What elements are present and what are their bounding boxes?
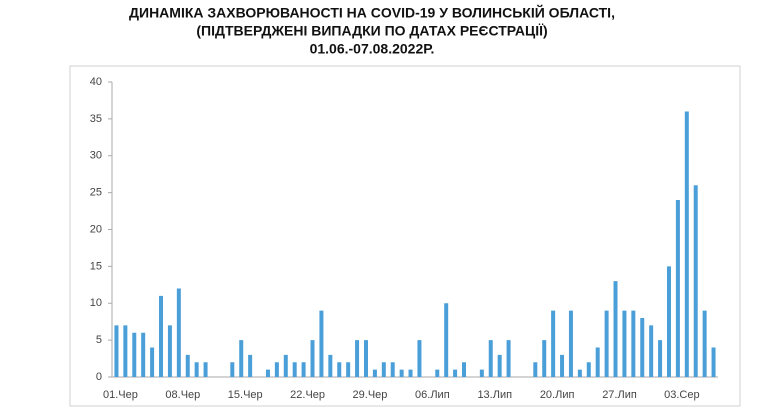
y-tick-label: 20 — [90, 223, 102, 235]
bar — [568, 310, 573, 377]
bar — [551, 310, 556, 377]
bar — [150, 347, 155, 377]
x-tick-label: 29.Чер — [353, 389, 388, 401]
bar — [123, 325, 128, 377]
bar — [328, 354, 333, 377]
bar — [693, 185, 698, 377]
bar — [399, 369, 404, 377]
y-tick-label: 5 — [96, 334, 102, 346]
bar — [649, 325, 654, 377]
x-tick-label: 13.Лип — [477, 389, 512, 401]
bar — [702, 310, 707, 377]
bar — [230, 362, 235, 377]
y-tick-label: 25 — [90, 187, 102, 199]
bar — [319, 310, 324, 377]
bar — [435, 369, 440, 377]
y-tick-label: 30 — [90, 150, 102, 162]
bar — [622, 310, 627, 377]
bar — [265, 369, 270, 377]
bar — [185, 354, 190, 377]
bar — [337, 362, 342, 377]
bar — [159, 295, 164, 377]
bar — [176, 288, 181, 377]
x-tick-label: 03.Сер — [664, 389, 699, 401]
x-tick-label: 06.Лип — [415, 389, 450, 401]
bar — [613, 281, 618, 377]
bar — [604, 310, 609, 377]
bar — [390, 362, 395, 377]
bar — [167, 325, 172, 377]
bar — [640, 318, 645, 377]
y-tick-label: 40 — [90, 76, 102, 88]
bar — [560, 354, 565, 377]
bar — [444, 303, 449, 377]
bar — [711, 347, 716, 377]
bar — [684, 111, 689, 377]
bar — [666, 266, 671, 377]
bar — [497, 354, 502, 377]
chart-title: ДИНАМІКА ЗАХВОРЮВАНОСТІ НА COVID-19 У ВО… — [129, 4, 615, 21]
bar — [274, 362, 279, 377]
bar — [292, 362, 297, 377]
x-tick-label: 22.Чер — [290, 389, 325, 401]
chart-title: (ПІДТВЕРДЖЕНІ ВИПАДКИ ПО ДАТАХ РЕЄСТРАЦІ… — [196, 23, 547, 39]
y-tick-label: 0 — [96, 371, 102, 383]
bar — [408, 369, 413, 377]
x-tick-label: 20.Лип — [540, 389, 575, 401]
bar — [363, 340, 368, 377]
x-tick-label: 15.Чер — [228, 389, 263, 401]
bar — [239, 340, 244, 377]
bar — [301, 362, 306, 377]
bar — [381, 362, 386, 377]
bar — [310, 340, 315, 377]
bar — [631, 310, 636, 377]
bar — [194, 362, 199, 377]
bar — [283, 354, 288, 377]
chart-title: 01.06.-07.08.2022Р. — [310, 41, 435, 57]
bar — [586, 362, 591, 377]
bar — [346, 362, 351, 377]
bar — [417, 340, 422, 377]
y-tick-label: 35 — [90, 113, 102, 125]
bar — [479, 369, 484, 377]
bar — [462, 362, 467, 377]
bar — [675, 200, 680, 377]
y-tick-label: 15 — [90, 260, 102, 272]
bar — [542, 340, 547, 377]
bar — [595, 347, 600, 377]
bar — [577, 369, 582, 377]
bar — [372, 369, 377, 377]
bar — [453, 369, 458, 377]
bar — [141, 332, 146, 377]
bar — [132, 332, 137, 377]
bar — [248, 354, 253, 377]
x-tick-label: 08.Чер — [165, 389, 200, 401]
bar — [488, 340, 493, 377]
x-tick-label: 01.Чер — [103, 389, 138, 401]
bar — [658, 340, 663, 377]
bar — [355, 340, 360, 377]
bar — [506, 340, 511, 377]
bar — [114, 325, 119, 377]
bar — [203, 362, 208, 377]
chart-frame — [69, 65, 741, 407]
bar — [533, 362, 538, 377]
y-tick-label: 10 — [90, 297, 102, 309]
x-tick-label: 27.Лип — [602, 389, 637, 401]
